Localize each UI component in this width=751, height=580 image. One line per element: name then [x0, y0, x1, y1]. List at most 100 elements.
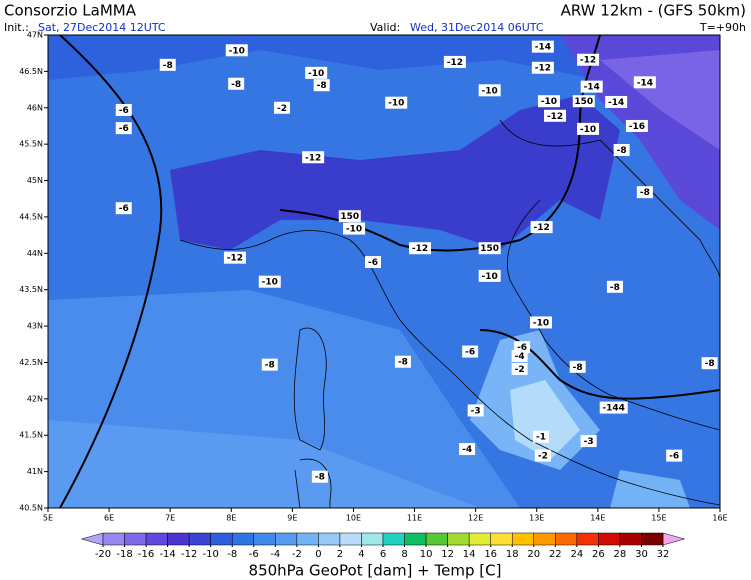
colorbar-swatch — [511, 532, 535, 546]
contour-label-text: -10 — [388, 99, 404, 109]
valid-value: Wed, 31Dec2014 06UTC — [410, 21, 544, 34]
colorbar-tick-label: 22 — [549, 549, 562, 560]
colorbar-tick-label: 14 — [463, 549, 476, 560]
colorbar-swatch — [598, 532, 621, 546]
colorbar-swatch — [468, 532, 491, 546]
contour-label-text: -6 — [119, 124, 129, 134]
colorbar-tick-label: 26 — [592, 549, 605, 560]
contour-label: -8 — [159, 58, 176, 71]
contour-label: -6 — [666, 449, 683, 462]
lat-tick-label: 42.5N — [19, 358, 43, 367]
contour-label-text: -1 — [536, 433, 546, 443]
contour-label-box — [394, 355, 411, 368]
contour-label-box — [533, 430, 550, 443]
contour-label-text: -8 — [398, 358, 408, 368]
contour-label-text: -6 — [368, 258, 378, 268]
contour-label-text: -12 — [533, 223, 549, 233]
lat-tick-label: 46.5N — [19, 67, 43, 76]
contour-label: -6 — [365, 256, 382, 269]
contour-label-text: -144 — [602, 404, 625, 414]
colorbar-swatch — [231, 532, 255, 546]
contour-label-box — [599, 401, 628, 414]
contour-label-box — [313, 79, 330, 92]
contour-label-box — [159, 58, 176, 71]
colorbar-tick-label: -14 — [159, 549, 175, 560]
lat-tick-label: 44.5N — [19, 212, 43, 221]
colorbar-tick-label: 8 — [401, 549, 407, 560]
colorbar-swatch — [361, 532, 384, 546]
lon-tick-label: 13E — [529, 514, 544, 523]
contour-label-text: -2 — [538, 452, 548, 462]
colorbar-tick-label: 2 — [337, 549, 343, 560]
contour-label-text: -10 — [482, 272, 498, 282]
contour-label-text: -8 — [317, 81, 327, 91]
contour-label: -16 — [625, 119, 648, 132]
coastlines — [179, 119, 720, 508]
contour-label: -12 — [577, 53, 600, 66]
colorbar-swatch — [102, 532, 125, 546]
colorbar-swatch — [167, 532, 190, 546]
contour-label-box — [530, 316, 553, 329]
colorbar-tick-label: -2 — [292, 549, 302, 560]
contour-label-box — [223, 251, 246, 264]
lon-tick-label: 6E — [104, 514, 114, 523]
contour-label: 150 — [572, 95, 595, 108]
valid-label: Valid: — [370, 21, 400, 34]
contour-label-text: 150 — [574, 97, 593, 107]
contour-label-box — [409, 242, 432, 255]
contour-label-box — [478, 242, 501, 255]
colorbar-tick-label: -12 — [181, 549, 197, 560]
contour-label-text: -14 — [637, 78, 653, 88]
colorbar-tick-label: 12 — [441, 549, 454, 560]
colorbar-swatch — [533, 532, 556, 546]
contour-label-text: 150 — [480, 244, 499, 254]
contour-label-text: -10 — [580, 125, 596, 135]
contour-label-box — [531, 40, 554, 53]
contour-label: -10 — [537, 95, 560, 108]
contour-label-box — [365, 256, 382, 269]
contour-label: -12 — [409, 242, 432, 255]
lon-tick-label: 7E — [165, 514, 175, 523]
colorbar-tick-label: -18 — [116, 549, 132, 560]
contour-label-text: -6 — [517, 343, 527, 353]
contour-label: -14 — [531, 40, 554, 53]
contour-label-box — [544, 109, 567, 122]
coast-croatia — [499, 119, 720, 281]
colorbar-swatch — [555, 532, 578, 546]
contour-label-box — [459, 443, 476, 456]
lat-tick-label: 45N — [27, 176, 43, 185]
contour-144 — [479, 329, 720, 400]
contour-label-box — [633, 76, 656, 89]
contour-label-text: -8 — [231, 80, 241, 90]
forecast-label: T=+90h — [699, 21, 746, 34]
colorbar-tick-label: 30 — [635, 549, 648, 560]
contour-label: -2 — [273, 101, 290, 114]
lon-tick-label: 16E — [712, 514, 727, 523]
lon-tick-label: 9E — [287, 514, 297, 523]
coast-italy-east — [506, 199, 720, 431]
field-north — [48, 35, 720, 120]
contour-label-text: -12 — [547, 112, 563, 122]
contour-label: -14 — [605, 95, 628, 108]
contour-label-box — [531, 61, 554, 74]
contour-label-box — [569, 360, 586, 373]
contour-label-box — [305, 66, 328, 79]
contour-label-box — [636, 186, 653, 199]
contour-label-text: -12 — [412, 244, 428, 254]
contour-label: -6 — [115, 103, 132, 116]
contour-label-box — [273, 101, 290, 114]
contour-label-box — [606, 280, 623, 293]
contour-label: -8 — [311, 470, 328, 483]
contour-label-box — [580, 435, 597, 448]
lon-tick-label: 14E — [590, 514, 605, 523]
contour-label: -3 — [580, 435, 597, 448]
colorbar-tick-label: -6 — [249, 549, 259, 560]
contour-label-text: -12 — [227, 254, 243, 264]
colorbar-tick-label: -20 — [95, 549, 111, 560]
lat-tick-label: 42N — [27, 394, 43, 403]
contour-label: -2 — [534, 449, 551, 462]
lat-tick-label: 40.5N — [19, 504, 43, 513]
contour-label: -6 — [115, 122, 132, 135]
colorbar-swatch — [382, 532, 405, 546]
lat-tick-label: 43N — [27, 322, 43, 331]
